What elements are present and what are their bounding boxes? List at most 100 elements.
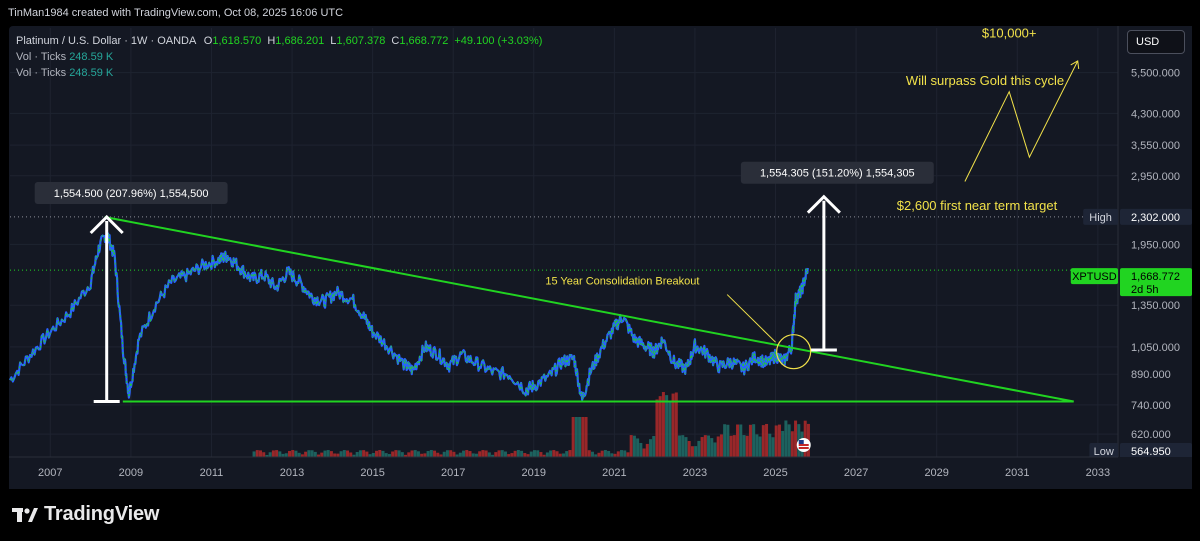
volume-bar xyxy=(752,424,756,457)
volume-bar xyxy=(265,454,269,457)
volume-bar xyxy=(442,451,446,457)
price-scale[interactable] xyxy=(1118,26,1192,457)
volume-bar xyxy=(661,392,665,457)
volume-bar xyxy=(407,452,411,457)
measure-arrow-head xyxy=(806,194,841,214)
volume-bar xyxy=(458,452,462,457)
volume-bar xyxy=(761,425,765,457)
volume-bar xyxy=(726,424,730,457)
volume-bar xyxy=(368,454,372,457)
projection-path xyxy=(964,60,1079,182)
volume-bar xyxy=(516,450,520,457)
volume-bar xyxy=(468,451,472,457)
volume-bar xyxy=(536,450,540,457)
volume-bar xyxy=(523,453,527,457)
price-tick-label: 4,300.000 xyxy=(1131,108,1180,120)
volume-bar xyxy=(371,452,375,457)
volume-value: 248.59 K xyxy=(69,67,114,79)
volume-bar xyxy=(719,434,723,457)
volume-bar xyxy=(362,450,366,457)
volume-bar xyxy=(674,392,678,457)
descending-trendline[interactable] xyxy=(104,216,1074,403)
volume-bar xyxy=(268,452,272,457)
last-price-value: 1,668.772 xyxy=(1131,271,1180,283)
volume-bar xyxy=(433,450,437,457)
volume-bar xyxy=(471,453,475,457)
time-tick-label: 2011 xyxy=(200,467,224,479)
us-event-icon-canton xyxy=(798,440,804,444)
volume-bar xyxy=(462,450,466,457)
volume-bar xyxy=(529,451,533,457)
volume-bar xyxy=(342,450,346,457)
volume-bar xyxy=(571,417,575,457)
volume-bar xyxy=(707,435,711,457)
volume-bar xyxy=(790,431,794,457)
currency-button[interactable]: USD xyxy=(1127,30,1185,54)
volume-row[interactable]: Vol · Ticks 248.59 K xyxy=(16,49,542,65)
volume-bar xyxy=(474,453,478,457)
volume-bar xyxy=(690,446,694,457)
volume-bar xyxy=(294,450,298,457)
volume-bar xyxy=(581,417,585,457)
volume-bar xyxy=(597,452,601,457)
time-tick-label: 2019 xyxy=(522,467,546,479)
change-value: +49.100 (+3.03%) xyxy=(454,35,543,47)
volume-bar xyxy=(497,450,501,457)
volume-bar xyxy=(558,453,562,457)
volume-bar xyxy=(539,452,543,457)
volume-bar xyxy=(323,450,327,457)
time-tick-label: 2031 xyxy=(1005,467,1029,479)
volume-bar xyxy=(300,454,304,457)
price-tick-label: 890.000 xyxy=(1131,369,1171,381)
volume-bar xyxy=(694,446,698,457)
time-tick-label: 2023 xyxy=(683,467,707,479)
volume-bar xyxy=(732,435,736,457)
chart-panel[interactable] xyxy=(9,26,1192,489)
volume-bar xyxy=(255,450,259,457)
volume-bar xyxy=(626,452,630,457)
volume-bar xyxy=(713,442,717,457)
volume-bar xyxy=(513,450,517,457)
volume-bar xyxy=(716,436,720,457)
volume-bar xyxy=(542,454,546,457)
tradingview-logo[interactable]: TradingView xyxy=(12,503,159,526)
low-value: 1,607.378 xyxy=(336,35,386,47)
volume-bar xyxy=(494,452,498,457)
low-price-value-box xyxy=(1120,443,1192,459)
volume-bar xyxy=(613,453,617,457)
volume-bar xyxy=(397,450,401,457)
volume-bar xyxy=(326,450,330,457)
ohlc-row: Platinum / U.S. Dollar · 1W · OANDA O1,6… xyxy=(16,33,542,49)
volume-bar xyxy=(526,454,530,457)
volume-bar xyxy=(258,450,262,457)
low-price-tag: Low xyxy=(1094,446,1114,458)
volume-bar xyxy=(632,435,636,457)
volume-bar xyxy=(545,452,549,457)
volume-bar xyxy=(487,452,491,457)
volume-bar xyxy=(600,450,604,457)
volume-bar xyxy=(439,454,443,457)
volume-bar xyxy=(413,450,417,457)
time-scale[interactable] xyxy=(9,457,1192,489)
volume-bar xyxy=(555,451,559,457)
volume-bar xyxy=(729,435,733,457)
volume-bar xyxy=(645,443,649,457)
volume-row[interactable]: Vol · Ticks 248.59 K xyxy=(16,65,542,81)
volume-bar xyxy=(594,454,598,457)
volume-bar xyxy=(629,435,633,457)
volume-bar xyxy=(607,450,611,457)
volume-bar xyxy=(777,424,781,457)
volume-bar xyxy=(358,450,362,457)
measure-label: 1,554.500 (207.96%) 1,554,500 xyxy=(54,188,209,200)
projection-arrowhead xyxy=(1070,60,1080,70)
volume-bar xyxy=(355,452,359,457)
time-tick-label: 2009 xyxy=(119,467,143,479)
volume-bar xyxy=(455,454,459,457)
chart-annotation: $2,600 first near term target xyxy=(897,198,1058,213)
volume-bar xyxy=(700,437,704,457)
volume-bar xyxy=(620,450,624,457)
chart-annotation: Will surpass Gold this cycle xyxy=(906,73,1064,88)
price-tick-label: 3,550.000 xyxy=(1131,140,1180,152)
volume-bar xyxy=(755,434,759,457)
